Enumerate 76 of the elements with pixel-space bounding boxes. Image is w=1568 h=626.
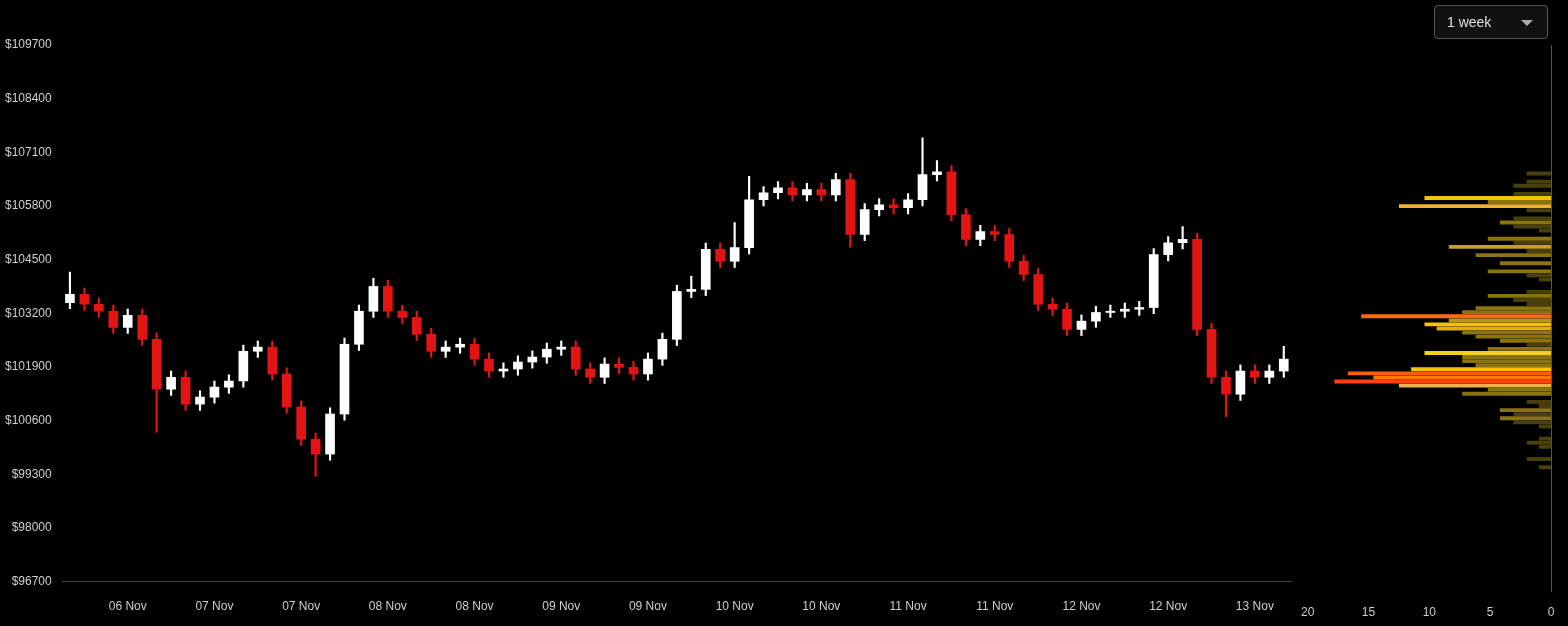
bar <box>1487 269 1551 274</box>
candlestick <box>1134 301 1145 316</box>
bar <box>1526 440 1551 445</box>
bar <box>1462 330 1551 335</box>
bar <box>1513 240 1551 245</box>
bar <box>1487 293 1551 298</box>
bar <box>1462 355 1551 359</box>
y-tick-label: $98000 <box>11 520 53 535</box>
bar <box>1424 351 1551 355</box>
candlestick <box>556 340 567 356</box>
y-tick-label: $104500 <box>5 251 53 266</box>
bar <box>1526 208 1551 213</box>
x-tick-label: 10 Nov <box>802 599 841 614</box>
bar <box>1424 196 1551 200</box>
y-tick-label: $107100 <box>5 144 53 159</box>
bar <box>1513 298 1551 302</box>
y-tick-label: $100600 <box>5 412 53 427</box>
y-tick-label: $103200 <box>5 305 53 320</box>
bar <box>1361 314 1551 319</box>
x-tick-label: 10 Nov <box>715 599 754 614</box>
bar <box>1513 183 1551 188</box>
x-tick-label: 12 Nov <box>1149 599 1188 614</box>
y-tick-label: $99300 <box>11 466 53 481</box>
bar <box>1538 465 1551 470</box>
bar <box>1462 310 1551 315</box>
bar <box>1448 244 1551 249</box>
y-tick-label: $96700 <box>11 573 53 588</box>
x-tick-label: 13 Nov <box>1235 599 1274 614</box>
bar <box>1462 391 1551 396</box>
bar <box>1411 367 1551 372</box>
candlestick <box>989 225 1000 241</box>
x-tick-label: 07 Nov <box>195 599 234 614</box>
x-tick-label: 11 Nov <box>976 599 1014 614</box>
x-tick-label: 09 Nov <box>628 599 667 614</box>
bar <box>1475 253 1551 258</box>
x-tick-label: 0 <box>1547 605 1555 620</box>
x-tick-label: 11 Nov <box>889 599 927 614</box>
bar <box>1398 383 1551 388</box>
bar <box>1499 261 1551 266</box>
bar <box>1424 322 1551 327</box>
y-tick-label: $105800 <box>5 198 53 213</box>
x-tick-label: 07 Nov <box>282 599 321 614</box>
bar <box>1526 399 1551 404</box>
x-tick-label: 06 Nov <box>108 599 147 614</box>
bar <box>1526 457 1551 461</box>
candlestick <box>932 160 942 182</box>
text: 1 week <box>1447 14 1492 30</box>
x-tick-label: 15 <box>1361 605 1376 620</box>
bar <box>1499 408 1551 413</box>
bar <box>1513 412 1551 417</box>
x-tick-label: 20 <box>1300 605 1315 620</box>
bar <box>1487 236 1551 241</box>
bar <box>1448 318 1551 323</box>
y-tick-label: $101900 <box>5 359 53 374</box>
bar <box>1526 249 1551 253</box>
x-tick-label: 08 Nov <box>455 599 494 614</box>
candlestick <box>686 275 697 298</box>
bar <box>1499 416 1551 421</box>
bar <box>1513 191 1551 196</box>
y-tick-label: $108400 <box>5 90 53 105</box>
bar <box>1526 342 1551 347</box>
bar <box>1347 371 1551 376</box>
bar <box>1398 204 1551 209</box>
bar <box>1513 420 1551 425</box>
bar <box>1513 216 1551 221</box>
bar <box>1526 289 1551 294</box>
bar <box>1487 200 1551 204</box>
x-tick-label: 08 Nov <box>368 599 407 614</box>
candlestick <box>1119 302 1130 318</box>
x-tick-label: 10 <box>1422 605 1437 620</box>
bar <box>1487 346 1551 351</box>
x-tick-label: 12 Nov <box>1062 599 1101 614</box>
y-tick-label: $109700 <box>5 37 53 52</box>
x-tick-label: 5 <box>1486 605 1494 620</box>
x-tick-label: 09 Nov <box>542 599 581 614</box>
bar <box>1462 359 1551 364</box>
